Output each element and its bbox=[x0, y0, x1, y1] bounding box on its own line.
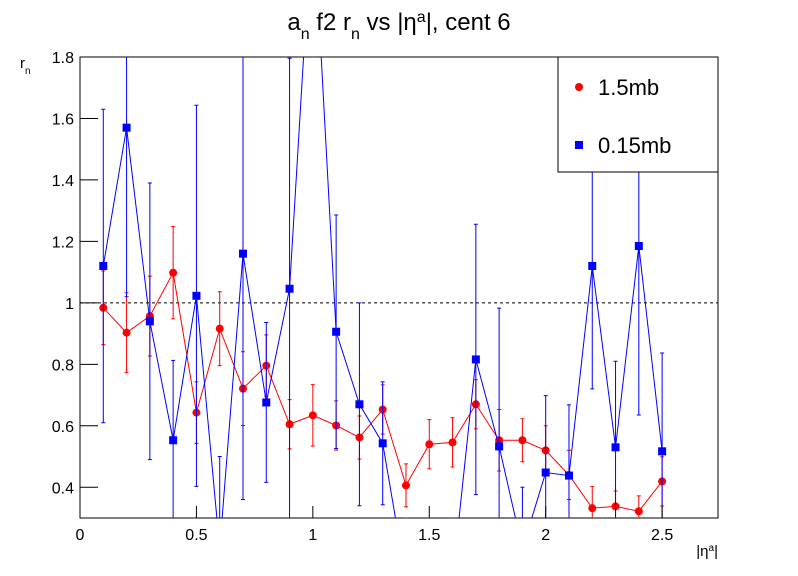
text-part: n bbox=[301, 26, 310, 43]
chart-title: an f2 rn vs |ηa|, cent 6 bbox=[287, 9, 510, 43]
text-part: a bbox=[287, 9, 301, 36]
data-point bbox=[332, 327, 341, 336]
data-point bbox=[215, 324, 224, 333]
legend-marker bbox=[575, 83, 583, 91]
x-tick-label: 0.5 bbox=[185, 527, 207, 544]
y-tick-label: 1.8 bbox=[52, 50, 74, 67]
data-point bbox=[588, 261, 597, 270]
data-point bbox=[634, 242, 643, 251]
y-tick-label: 1.4 bbox=[52, 173, 74, 190]
data-point bbox=[308, 411, 317, 420]
text-part: |η bbox=[696, 543, 708, 560]
data-point bbox=[634, 507, 643, 516]
text-part: n bbox=[25, 66, 31, 77]
error-bar bbox=[520, 486, 525, 518]
data-point bbox=[145, 317, 154, 326]
y-tick-label: 0.6 bbox=[52, 419, 74, 436]
data-point bbox=[355, 400, 364, 409]
error-bar bbox=[217, 456, 222, 518]
text-part: a bbox=[709, 543, 715, 554]
data-point bbox=[169, 436, 178, 445]
data-point bbox=[238, 249, 247, 258]
data-point bbox=[564, 471, 573, 480]
y-tick-label: 0.8 bbox=[52, 357, 74, 374]
text-part: vs |η bbox=[360, 9, 417, 36]
plot-area bbox=[80, 57, 718, 518]
x-tick-label: 2 bbox=[541, 527, 550, 544]
data-point bbox=[495, 442, 504, 451]
legend-label: 0.15mb bbox=[598, 133, 671, 158]
y-tick-label: 0.4 bbox=[52, 480, 74, 497]
data-point bbox=[378, 439, 387, 448]
data-point bbox=[169, 268, 178, 277]
data-point bbox=[122, 123, 131, 132]
x-tick-label: 1 bbox=[308, 527, 317, 544]
data-point bbox=[401, 481, 410, 490]
legend-marker bbox=[575, 141, 583, 149]
x-axis-label: |ηa| bbox=[696, 543, 718, 561]
data-point bbox=[122, 328, 131, 337]
data-point bbox=[285, 284, 294, 293]
data-point bbox=[471, 355, 480, 364]
data-point bbox=[262, 398, 271, 407]
legend-label: 1.5mb bbox=[598, 75, 659, 100]
text-part: f2 r bbox=[310, 9, 351, 36]
text-part: n bbox=[351, 26, 360, 43]
legend-box bbox=[557, 56, 719, 173]
data-point bbox=[448, 438, 457, 447]
data-point bbox=[425, 440, 434, 449]
data-point bbox=[611, 443, 620, 452]
data-point bbox=[541, 468, 550, 477]
x-tick-label: 0 bbox=[76, 527, 85, 544]
y-tick-label: 1.6 bbox=[52, 111, 74, 128]
data-point bbox=[658, 447, 667, 456]
data-point bbox=[518, 436, 527, 445]
text-part: | bbox=[714, 543, 718, 560]
data-point bbox=[192, 291, 201, 300]
data-point bbox=[99, 261, 108, 270]
x-tick-label: 2.5 bbox=[651, 527, 673, 544]
text-part: |, cent 6 bbox=[426, 9, 511, 36]
plot-frame bbox=[79, 56, 719, 519]
data-point bbox=[588, 504, 597, 513]
y-tick-label: 1.2 bbox=[52, 234, 74, 251]
y-axis-label: rn bbox=[20, 55, 31, 77]
text-part: a bbox=[417, 9, 426, 26]
legend: 1.5mb 0.15mb bbox=[557, 56, 719, 173]
x-tick-label: 1.5 bbox=[418, 527, 440, 544]
text-part: r bbox=[20, 55, 25, 72]
y-tick-label: 1 bbox=[65, 296, 74, 313]
